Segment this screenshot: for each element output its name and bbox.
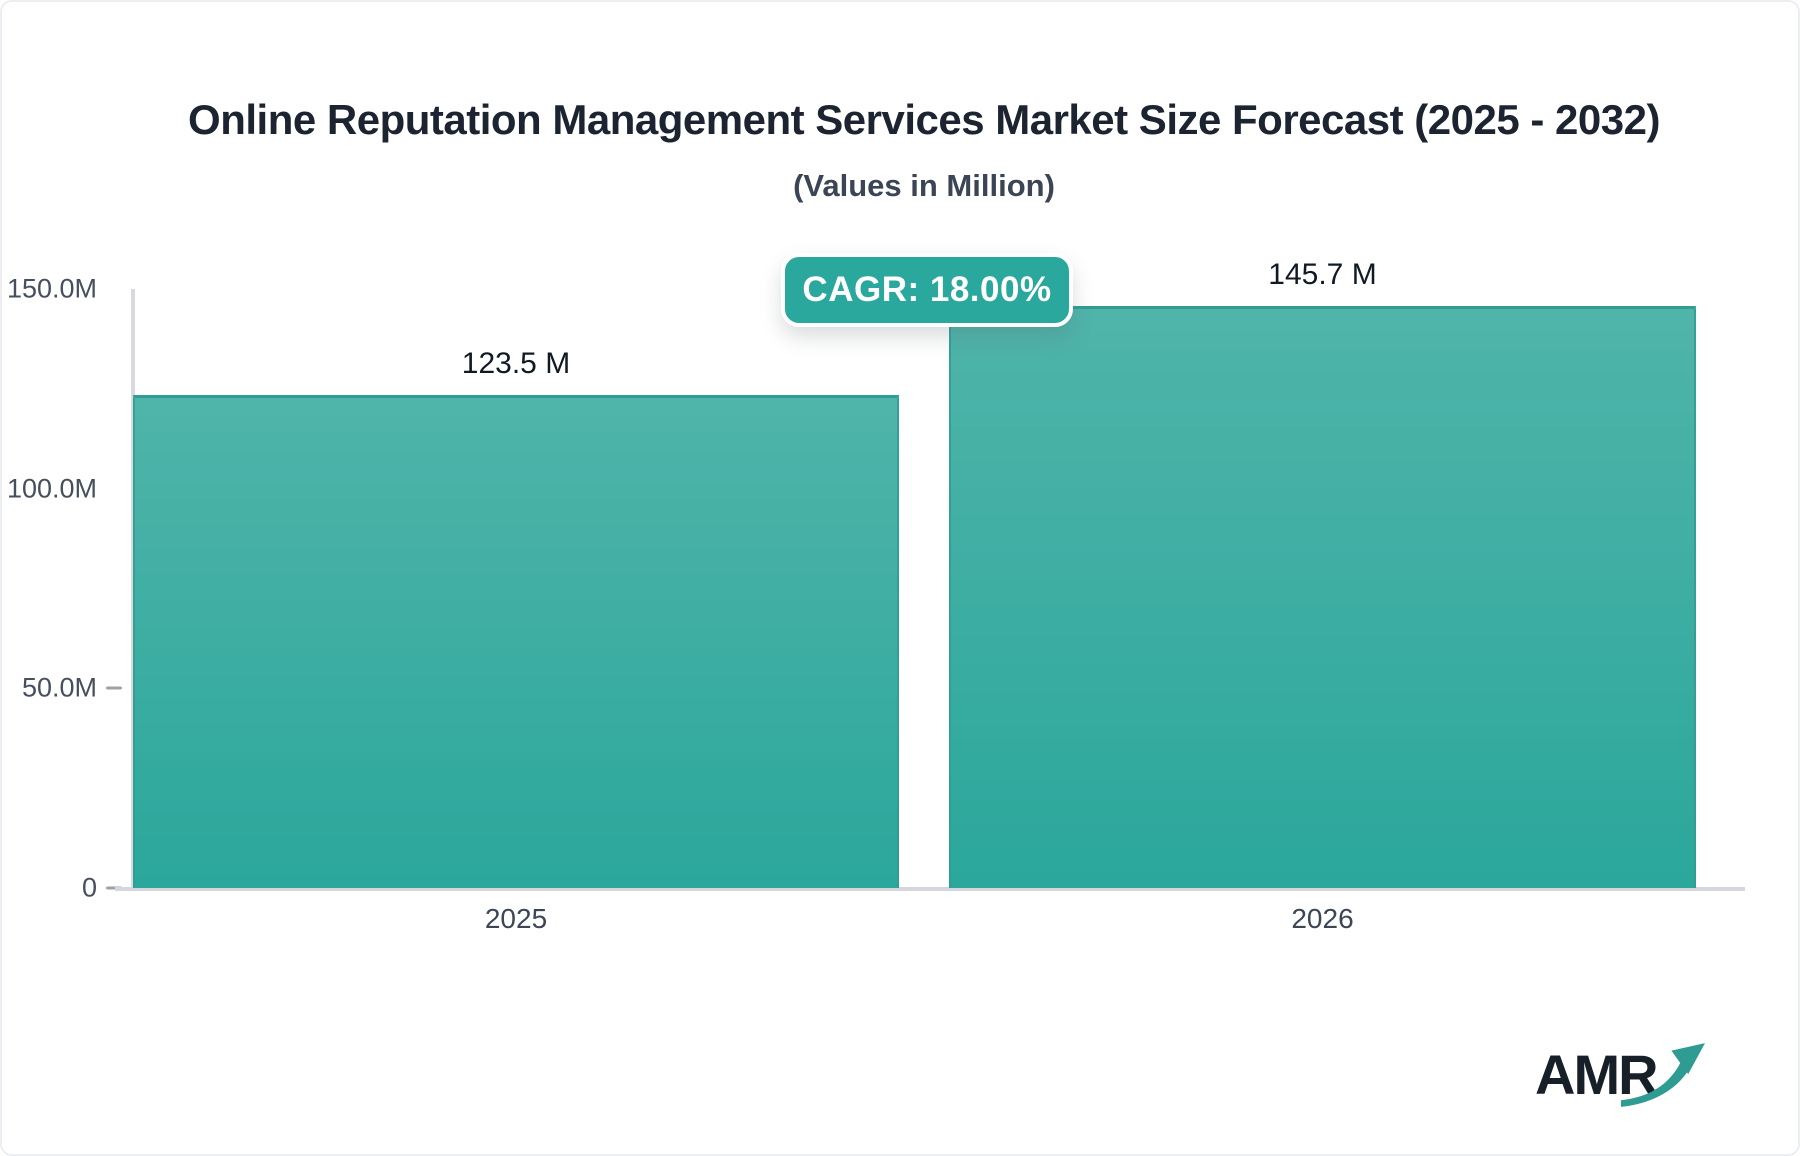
growth-arrow-icon	[1621, 1043, 1705, 1107]
y-axis-tick-label: 150.0M	[6, 273, 97, 304]
amr-logo-text: AMR	[1535, 1043, 1659, 1106]
x-axis-label-2025: 2025	[484, 903, 548, 934]
bar-value-label-2026: 145.7 M	[1268, 258, 1377, 291]
y-axis-tick-150.0M: 150.0M	[2, 274, 122, 305]
y-axis-tick-label: 50.0M	[21, 672, 97, 703]
bar-2026[interactable]	[949, 306, 1696, 888]
y-axis-tick-mark	[106, 886, 122, 890]
plot-area: 123.5 M 2025 145.7 M 2026	[115, 258, 1745, 934]
y-axis-tick-0: 0	[2, 873, 122, 904]
x-axis-label-2026: 2026	[1291, 903, 1354, 934]
y-axis: 150.0M 100.0M 50.0M 0	[2, 274, 122, 903]
y-axis-tick-mark	[106, 686, 122, 690]
chart-title: Online Reputation Management Services Ma…	[188, 96, 1660, 143]
bar-value-label-2025: 123.5 M	[461, 347, 571, 380]
y-axis-tick-50.0M: 50.0M	[2, 673, 122, 704]
amr-logo: AMR	[1535, 1036, 1715, 1116]
y-axis-tick-label: 0	[81, 872, 97, 903]
cagr-badge: CAGR: 18.00%	[781, 253, 1073, 327]
bar-2025[interactable]	[133, 395, 899, 888]
y-axis-tick-label: 100.0M	[6, 473, 97, 504]
x-axis-line	[115, 887, 1745, 891]
chart-subtitle: (Values in Million)	[793, 168, 1055, 203]
y-axis-tick-100.0M: 100.0M	[2, 473, 122, 504]
